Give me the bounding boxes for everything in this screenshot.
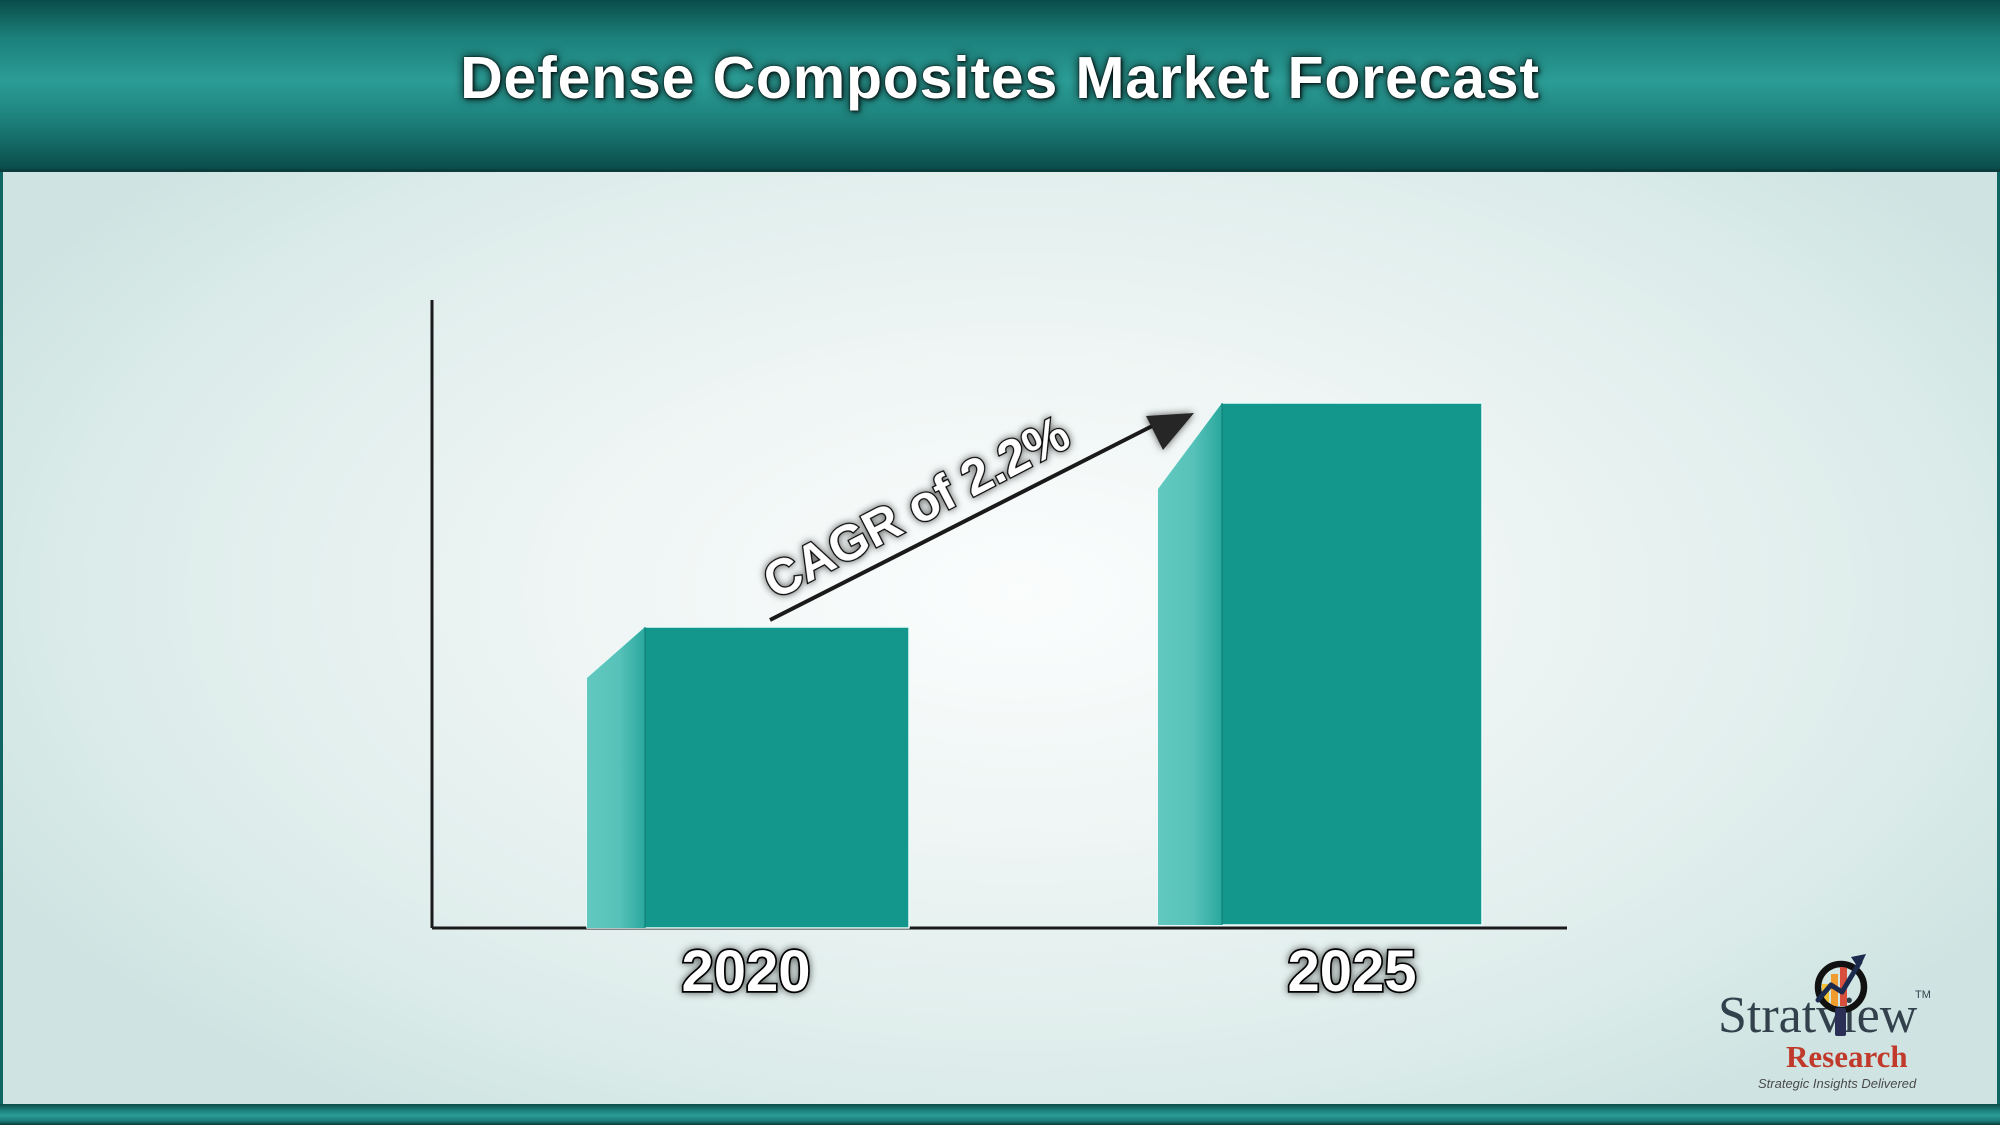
svg-text:CAGR of 2.2%: CAGR of 2.2% <box>754 405 1078 610</box>
svg-text:2025: 2025 <box>1287 939 1416 1004</box>
svg-text:2020: 2020 <box>681 939 810 1004</box>
svg-text:TM: TM <box>1915 989 1931 1001</box>
svg-text:Research: Research <box>1786 1039 1908 1074</box>
svg-text:Strategic Insights Delivered: Strategic Insights Delivered <box>1758 1076 1917 1091</box>
